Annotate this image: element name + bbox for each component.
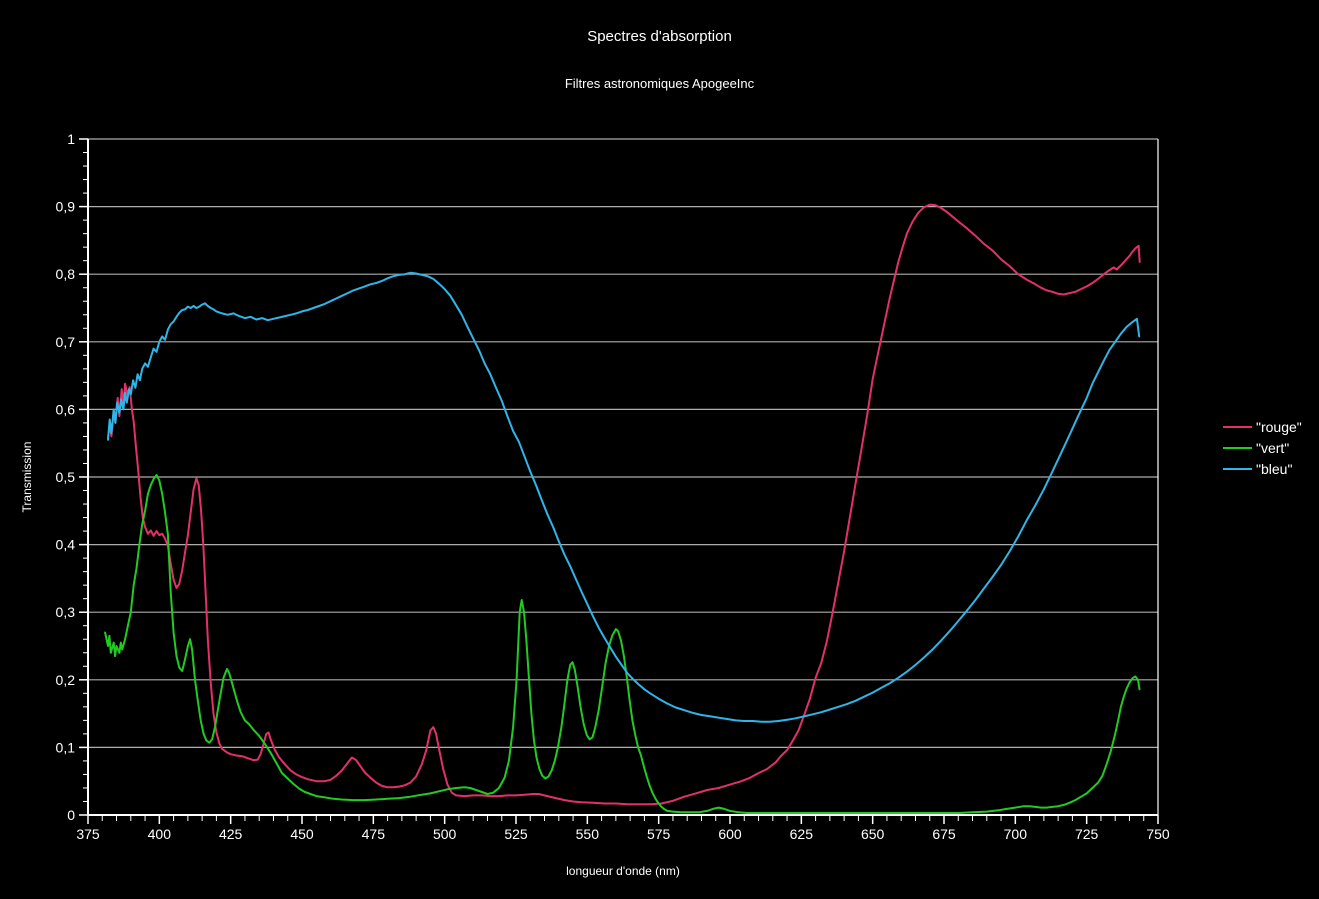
x-tick-label: 525 bbox=[504, 826, 528, 842]
chart-title: Spectres d'absorption bbox=[587, 28, 732, 45]
legend: "rouge" "vert" "bleu" bbox=[1223, 419, 1302, 477]
y-tick-label: 0,9 bbox=[56, 199, 76, 215]
y-tick-label: 0,6 bbox=[56, 401, 76, 417]
series-lines bbox=[104, 203, 1141, 814]
legend-item-rouge: "rouge" bbox=[1223, 419, 1302, 435]
y-tick-label: 0,4 bbox=[56, 537, 76, 553]
x-tick-label: 600 bbox=[718, 826, 742, 842]
legend-label-bleu: "bleu" bbox=[1256, 461, 1292, 477]
y-tick-label: 0,3 bbox=[56, 604, 76, 620]
x-tick-label: 375 bbox=[76, 826, 100, 842]
legend-item-bleu: "bleu" bbox=[1223, 461, 1292, 477]
x-tick-label: 650 bbox=[861, 826, 885, 842]
x-tick-label: 500 bbox=[433, 826, 457, 842]
y-tick-label: 0,7 bbox=[56, 334, 76, 350]
y-tick-label: 1 bbox=[67, 131, 75, 147]
series-bleu-line bbox=[107, 271, 1141, 723]
x-tick-label: 750 bbox=[1146, 826, 1170, 842]
chart-subtitle: Filtres astronomiques ApogeeInc bbox=[564, 76, 755, 91]
x-tick-label: 475 bbox=[362, 826, 386, 842]
legend-item-vert: "vert" bbox=[1223, 440, 1289, 456]
y-tick-label: 0,1 bbox=[56, 739, 76, 755]
x-tick-label: 675 bbox=[932, 826, 956, 842]
gridlines bbox=[88, 138, 1158, 749]
x-tick-label: 575 bbox=[647, 826, 671, 842]
tick-marks-and-labels: 0 0,1 0,2 0,3 0,4 0,5 0,6 0,7 0,8 0,9 1 375 400 425 45… bbox=[56, 131, 1170, 842]
y-tick-label: 0,8 bbox=[56, 266, 76, 282]
x-tick-label: 425 bbox=[219, 826, 243, 842]
x-tick-label: 625 bbox=[790, 826, 814, 842]
legend-label-vert: "vert" bbox=[1256, 440, 1289, 456]
x-tick-label: 550 bbox=[576, 826, 600, 842]
x-tick-label: 450 bbox=[290, 826, 314, 842]
series-rouge-line bbox=[107, 203, 1141, 806]
legend-label-rouge: "rouge" bbox=[1256, 419, 1302, 435]
x-axis-title: longueur d'onde (nm) bbox=[566, 864, 680, 878]
x-tick-label: 700 bbox=[1004, 826, 1028, 842]
y-tick-label: 0,2 bbox=[56, 672, 76, 688]
x-tick-label: 400 bbox=[148, 826, 172, 842]
series-vert-line bbox=[104, 474, 1141, 814]
y-tick-label: 0 bbox=[67, 807, 75, 823]
y-tick-label: 0,5 bbox=[56, 469, 76, 485]
y-axis-title: Transmission bbox=[20, 442, 34, 513]
x-tick-label: 725 bbox=[1075, 826, 1099, 842]
